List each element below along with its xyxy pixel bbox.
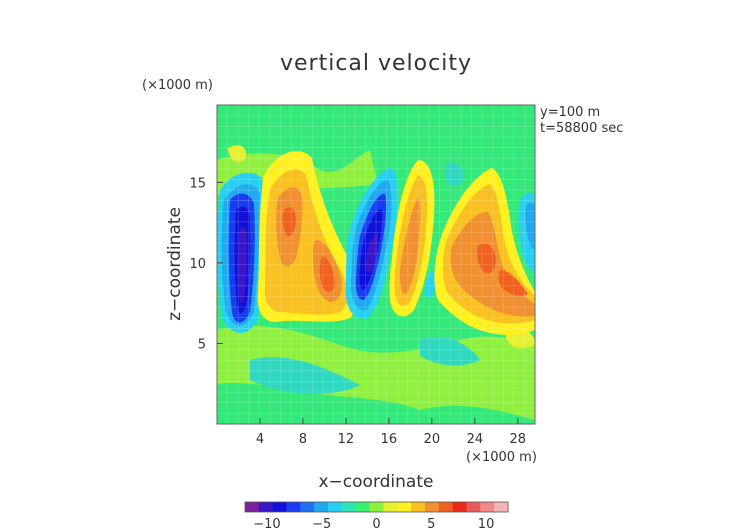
y-tick-label: 15 (189, 176, 206, 191)
bg-yellow-spot (228, 145, 247, 162)
colorbar-swatch (424, 502, 440, 512)
x-tick-label: 28 (510, 432, 527, 447)
annotation-t: t=58800 sec (540, 121, 623, 136)
y-tick-label: 10 (189, 257, 206, 272)
colorbar-swatch (383, 502, 398, 512)
downdraft-2 (400, 198, 421, 295)
x-tick-label: 8 (299, 432, 307, 447)
updraft-1 (238, 226, 247, 304)
plot-frame (216, 104, 536, 425)
updraft-small (424, 271, 436, 299)
colorbar-tick-label: 10 (478, 517, 495, 532)
colorbar-swatch (452, 502, 467, 512)
colorbar-tick-label: −5 (312, 517, 331, 532)
colorbar-swatch (397, 502, 412, 512)
colorbar-swatch (286, 502, 301, 512)
downdraft-3 (498, 270, 528, 296)
x-tick-label: 16 (381, 432, 398, 447)
x-tick-label: 12 (338, 432, 355, 447)
bg-cyan-patch (445, 162, 464, 187)
colorbar-swatch (328, 502, 343, 512)
y-tick-label: 5 (198, 337, 206, 352)
downdraft-1 (282, 207, 296, 237)
updraft-2 (366, 232, 378, 273)
colorbar-swatch (355, 502, 370, 512)
y-axis-label: z−coordinate (165, 207, 185, 321)
grid (217, 105, 535, 424)
x-ticks: 4 8 12 16 20 24 28 (256, 418, 526, 447)
colorbar-tick-label: 5 (427, 517, 435, 532)
chart-title: vertical velocity (280, 51, 472, 76)
colorbar-swatch (272, 502, 287, 512)
plot-area (217, 105, 535, 424)
colorbar-swatch (258, 502, 273, 512)
downdraft-1 (319, 256, 335, 292)
colorbar-swatch (341, 502, 357, 512)
colorbar-swatch (494, 502, 509, 512)
y-unit-label: (×1000 m) (142, 78, 213, 93)
colorbar-tick-label: −10 (253, 517, 280, 532)
y-ticks: 5 10 15 (189, 176, 223, 352)
colorbar-tick-label: 0 (372, 517, 380, 532)
colorbar-swatch (480, 502, 495, 512)
downdraft-3 (477, 243, 496, 274)
annotation-y: y=100 m (540, 105, 600, 120)
colorbar-ticks: −10 −5 0 5 10 (253, 517, 494, 532)
bg-cyan-patch (250, 357, 360, 395)
x-tick-label: 24 (467, 432, 484, 447)
colorbar-swatch (369, 502, 384, 512)
x-unit-label: (×1000 m) (466, 450, 537, 465)
colorbar-swatch (411, 502, 426, 512)
colorbar-swatch (314, 502, 329, 512)
colorbar (244, 501, 509, 513)
colorbar-swatch (438, 502, 453, 512)
x-axis-label: x−coordinate (319, 472, 434, 492)
x-tick-label: 4 (256, 432, 264, 447)
colorbar-swatch (245, 502, 260, 512)
bg-cyan-patch (420, 336, 480, 366)
updraft-3 (525, 202, 535, 250)
x-tick-label: 20 (424, 432, 441, 447)
colorbar-swatch (466, 502, 481, 512)
colorbar-frame (244, 501, 509, 513)
colorbar-swatch (300, 502, 315, 512)
